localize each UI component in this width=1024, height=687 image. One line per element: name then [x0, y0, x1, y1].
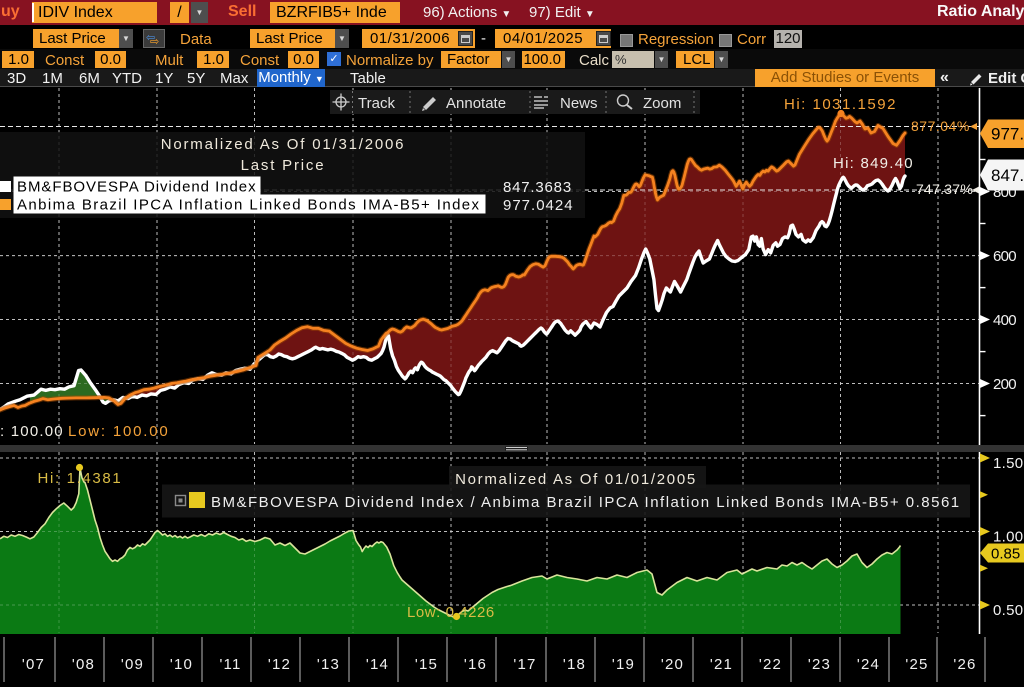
svg-text:'17: '17 — [513, 656, 536, 673]
svg-text:'18: '18 — [563, 656, 586, 673]
svg-text:Annotate: Annotate — [446, 95, 506, 112]
svg-text:977.0424: 977.0424 — [503, 197, 574, 214]
svg-text:1.00: 1.00 — [993, 529, 1023, 546]
svg-text:Hi: 849.40: Hi: 849.40 — [833, 155, 914, 172]
svg-text:600: 600 — [993, 248, 1016, 265]
svg-text:747.37%: 747.37% — [916, 181, 973, 197]
svg-text:977.0: 977.0 — [991, 125, 1024, 144]
svg-text:'07: '07 — [22, 656, 45, 673]
svg-text:'15: '15 — [415, 656, 438, 673]
svg-text:News: News — [560, 95, 598, 112]
svg-text:Zoom: Zoom — [643, 95, 681, 112]
svg-text:Normalized As Of 01/31/2006: Normalized As Of 01/31/2006 — [161, 136, 406, 153]
svg-text:'20: '20 — [661, 656, 684, 673]
svg-text:Hi: 1031.1592: Hi: 1031.1592 — [784, 96, 897, 113]
svg-text:BM&FBOVESPA Dividend Index / A: BM&FBOVESPA Dividend Index / Anbima Braz… — [211, 494, 961, 511]
svg-text:'16: '16 — [464, 656, 487, 673]
svg-text:'12: '12 — [268, 656, 291, 673]
svg-text:200: 200 — [993, 376, 1016, 393]
svg-text:400: 400 — [993, 312, 1016, 329]
svg-text:'24: '24 — [857, 656, 880, 673]
svg-text:'25: '25 — [905, 656, 928, 673]
svg-text:'23: '23 — [808, 656, 831, 673]
svg-text:877.04%: 877.04% — [911, 118, 970, 134]
svg-text:Last Price: Last Price — [241, 157, 326, 174]
svg-text:'22: '22 — [759, 656, 782, 673]
svg-text:847.3683: 847.3683 — [503, 179, 572, 196]
svg-text:Anbima Brazil IPCA Inflation L: Anbima Brazil IPCA Inflation Linked Bond… — [17, 197, 480, 214]
svg-text:Low: 100.00: Low: 100.00 — [68, 423, 170, 440]
svg-text:BM&FBOVESPA Dividend Index: BM&FBOVESPA Dividend Index — [17, 179, 257, 196]
svg-text:'13: '13 — [317, 656, 340, 673]
svg-text:Low: 0.4226: Low: 0.4226 — [407, 604, 495, 621]
svg-text:'19: '19 — [612, 656, 635, 673]
svg-text:'08: '08 — [72, 656, 95, 673]
svg-text:'26: '26 — [953, 656, 976, 673]
svg-text:'21: '21 — [710, 656, 733, 673]
svg-text:Track: Track — [358, 95, 395, 112]
svg-text:0.50: 0.50 — [993, 602, 1023, 619]
svg-text:0.85: 0.85 — [991, 545, 1020, 562]
svg-text:'14: '14 — [366, 656, 389, 673]
svg-text:Normalized As Of 01/01/2005: Normalized As Of 01/01/2005 — [455, 471, 697, 488]
svg-text:Hi: 1.4381: Hi: 1.4381 — [38, 470, 123, 487]
svg-text:'11: '11 — [219, 656, 241, 673]
svg-text:: 100.00: : 100.00 — [0, 423, 64, 440]
svg-text:847.3: 847.3 — [991, 166, 1024, 185]
svg-text:1.50: 1.50 — [993, 455, 1023, 472]
svg-text:'09: '09 — [121, 656, 144, 673]
svg-text:'10: '10 — [170, 656, 193, 673]
